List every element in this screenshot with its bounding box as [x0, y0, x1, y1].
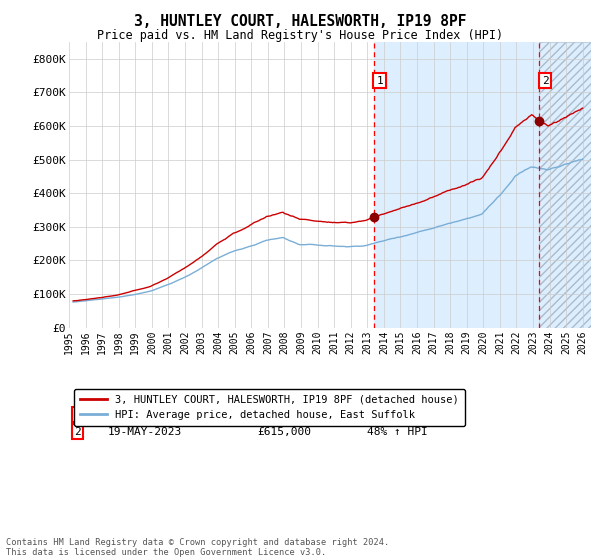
Text: 31% ↑ HPI: 31% ↑ HPI: [367, 410, 427, 419]
Text: 48% ↑ HPI: 48% ↑ HPI: [367, 427, 427, 437]
Text: Contains HM Land Registry data © Crown copyright and database right 2024.
This d: Contains HM Land Registry data © Crown c…: [6, 538, 389, 557]
Text: 19-MAY-2023: 19-MAY-2023: [108, 427, 182, 437]
Text: £329,000: £329,000: [257, 410, 311, 419]
Bar: [539, 42, 591, 328]
Text: 3, HUNTLEY COURT, HALESWORTH, IP19 8PF: 3, HUNTLEY COURT, HALESWORTH, IP19 8PF: [134, 14, 466, 29]
Legend: 3, HUNTLEY COURT, HALESWORTH, IP19 8PF (detached house), HPI: Average price, det: 3, HUNTLEY COURT, HALESWORTH, IP19 8PF (…: [74, 389, 465, 426]
Text: 24-MAY-2013: 24-MAY-2013: [108, 410, 182, 419]
Bar: [374, 42, 591, 328]
Text: 1: 1: [74, 410, 81, 419]
Text: 2: 2: [74, 427, 81, 437]
Text: 1: 1: [376, 76, 383, 86]
Text: 2: 2: [542, 76, 548, 86]
Text: Price paid vs. HM Land Registry's House Price Index (HPI): Price paid vs. HM Land Registry's House …: [97, 29, 503, 42]
Text: £615,000: £615,000: [257, 427, 311, 437]
